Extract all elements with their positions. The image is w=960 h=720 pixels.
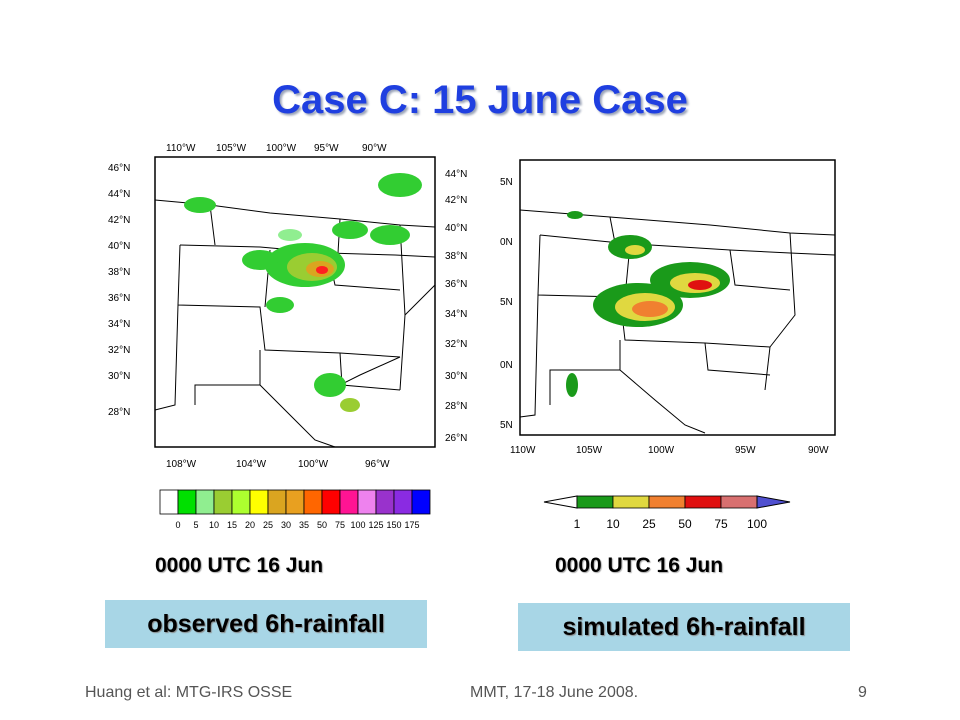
bottom-tick: 96°W (365, 459, 390, 470)
colorbar-swatch (576, 495, 614, 509)
colorbar-swatch (339, 489, 359, 515)
footer-meeting: MMT, 17-18 June 2008. (470, 684, 639, 701)
left-tick: 5N (500, 177, 513, 188)
bottom-tick: 104°W (236, 459, 267, 470)
colorbar-swatch (159, 489, 179, 515)
colorbar-swatch (249, 489, 269, 515)
colorbar-swatch (612, 495, 650, 509)
colorbar-label: 30 (281, 520, 291, 530)
right-tick: 36°N (445, 279, 467, 290)
colorbar-swatch (684, 495, 722, 509)
colorbar-label: 50 (317, 520, 327, 530)
colorbar-label: 25 (263, 520, 273, 530)
colorbar-label: 25 (642, 517, 656, 531)
colorbar-label: 100 (350, 520, 365, 530)
right-tick: 40°N (445, 223, 467, 234)
colorbar-label: 75 (335, 520, 345, 530)
colorbar-swatch (195, 489, 215, 515)
top-tick: 100°W (266, 143, 297, 154)
left-tick: 40°N (108, 241, 130, 252)
colorbar-swatch (213, 489, 233, 515)
left-tick: 32°N (108, 345, 130, 356)
colorbar-swatch (303, 489, 323, 515)
bottom-tick: 100W (648, 445, 675, 456)
colorbar-swatch (375, 489, 395, 515)
colorbar-label: 10 (209, 520, 219, 530)
colorbar-label: 125 (368, 520, 383, 530)
page-number: 9 (858, 684, 867, 701)
left-tick: 28°N (108, 407, 130, 418)
colorbar-label: 5 (193, 520, 198, 530)
footer-author: Huang et al: MTG-IRS OSSE (85, 684, 293, 701)
colorbar-label: 150 (386, 520, 401, 530)
left-tick: 0N (500, 237, 513, 248)
right-tick: 28°N (445, 401, 467, 412)
colorbar-swatch (411, 489, 431, 515)
colorbar-label: 10 (606, 517, 620, 531)
left-tick: 46°N (108, 163, 130, 174)
observed-rainfall-map: 110°W 105°W 100°W 95°W 90°W 108°W 104°W … (108, 143, 467, 470)
colorbar-swatch (267, 489, 287, 515)
colorbar-swatch (720, 495, 758, 509)
top-tick: 110°W (166, 143, 196, 154)
colorbar-swatch (357, 489, 377, 515)
observed-time-label: 0000 UTC 16 Jun (155, 554, 324, 577)
colorbar-upper-arrow (756, 495, 791, 509)
left-tick: 0N (500, 360, 513, 371)
top-tick: 95°W (314, 143, 339, 154)
bottom-tick: 105W (576, 445, 603, 456)
colorbar-label: 20 (245, 520, 255, 530)
left-tick: 38°N (108, 267, 130, 278)
bottom-tick: 110W (510, 445, 536, 456)
right-tick: 34°N (445, 309, 467, 320)
colorbar-swatch (321, 489, 341, 515)
colorbar-label: 100 (747, 517, 767, 531)
right-tick: 30°N (445, 371, 467, 382)
colorbar-label: 50 (678, 517, 692, 531)
bottom-tick: 100°W (298, 459, 329, 470)
colorbar-label: 15 (227, 520, 237, 530)
slide-title: Case C: 15 June Case (272, 78, 688, 122)
colorbar-label: 175 (404, 520, 419, 530)
left-tick: 44°N (108, 189, 130, 200)
bottom-tick: 95W (735, 445, 756, 456)
top-tick: 105°W (216, 143, 247, 154)
simulated-caption: simulated 6h-rainfall (518, 603, 850, 651)
colorbar-label: 1 (574, 517, 581, 531)
colorbar-swatch (285, 489, 305, 515)
colorbar-swatch (231, 489, 251, 515)
left-tick: 5N (500, 420, 513, 431)
colorbar-label: 35 (299, 520, 309, 530)
simulated-rainfall-map: 5N 0N 5N 0N 5N 110W 105W 100W 95W 90W (500, 159, 836, 456)
simulated-time-label: 0000 UTC 16 Jun (555, 554, 724, 577)
colorbar-label: 75 (714, 517, 728, 531)
colorbar-label: 0 (175, 520, 180, 530)
bottom-tick: 108°W (166, 459, 197, 470)
colorbar-swatch (648, 495, 686, 509)
left-tick: 34°N (108, 319, 130, 330)
right-tick: 44°N (445, 169, 467, 180)
observed-caption: observed 6h-rainfall (105, 600, 427, 648)
left-tick: 5N (500, 297, 513, 308)
top-tick: 90°W (362, 143, 387, 154)
right-tick: 26°N (445, 433, 467, 444)
observed-colorbar: 0 5 10 15 20 25 30 35 50 75 100 125 150 175 (159, 489, 431, 530)
colorbar-swatch (177, 489, 197, 515)
simulated-colorbar: 1 10 25 50 75 100 (543, 495, 791, 531)
left-tick: 36°N (108, 293, 130, 304)
right-tick: 32°N (445, 339, 467, 350)
left-tick: 30°N (108, 371, 130, 382)
right-tick: 38°N (445, 251, 467, 262)
colorbar-swatch (393, 489, 413, 515)
right-tick: 42°N (445, 195, 467, 206)
bottom-tick: 90W (808, 445, 829, 456)
left-tick: 42°N (108, 215, 130, 226)
colorbar-lower-arrow (543, 495, 578, 509)
